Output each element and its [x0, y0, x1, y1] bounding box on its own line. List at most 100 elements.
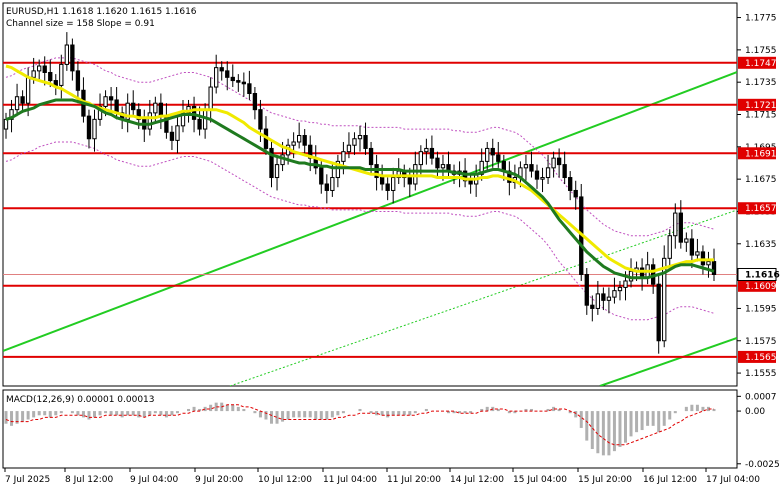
time-tick-label: 10 Jul 12:00 [258, 475, 312, 485]
candle-body [97, 105, 103, 120]
ma-green-line [5, 98, 715, 280]
time-tick-label: 11 Jul 04:00 [323, 475, 377, 485]
candle-body [14, 96, 20, 111]
level-tag-label-4: 1.1609 [745, 282, 777, 292]
candle-body [258, 109, 263, 130]
macd-tick-label: -0.0025 [745, 460, 780, 470]
candle-body [191, 105, 197, 120]
level-tag-label-3: 1.1657 [745, 204, 777, 214]
level-tag-5 [738, 350, 776, 363]
candle-body [673, 212, 678, 237]
candle-body [131, 102, 136, 111]
candle-body [70, 44, 75, 72]
candle-body [291, 141, 296, 146]
time-tick-label: 9 Jul 20:00 [195, 475, 244, 485]
time-tick-label: 17 Jul 04:00 [706, 475, 760, 485]
candle-body [20, 96, 25, 104]
price-tick-label: 1.1735 [745, 78, 777, 88]
current-price-tag [737, 267, 777, 281]
candle-body [363, 135, 368, 149]
candle-body [269, 147, 274, 179]
candle-body [612, 290, 617, 298]
price-tick-label: 1.1555 [745, 369, 777, 379]
chart-header-channel: Channel size = 158 Slope = 0.91 [6, 19, 155, 29]
candle-body [42, 65, 47, 73]
candle-body [418, 151, 424, 166]
price-tick-label: 1.1775 [745, 14, 777, 24]
time-tick-label: 8 Jul 12:00 [65, 475, 114, 485]
candle-body [219, 67, 224, 72]
macd-signal-line [5, 404, 714, 446]
candle-body [479, 160, 484, 175]
candle-body [551, 157, 556, 169]
candle-body [391, 177, 396, 191]
main-pane-frame [2, 2, 738, 387]
candle-body [667, 235, 672, 259]
macd-tick-label: 0.0007 [745, 392, 777, 402]
candle-body [584, 273, 589, 306]
candle-body [374, 164, 379, 179]
candle-body [37, 65, 42, 72]
macd-pane [4, 402, 716, 456]
candle-body [3, 118, 9, 130]
time-tick-label: 11 Jul 20:00 [387, 475, 441, 485]
candle-body [108, 96, 114, 101]
candle-body [208, 86, 213, 111]
candle-body [86, 115, 92, 140]
candle-body [407, 177, 412, 185]
candle-body [236, 80, 241, 83]
candle-body [385, 183, 390, 191]
time-tick-label: 7 Jul 2025 [5, 475, 50, 485]
candle-body [368, 147, 374, 166]
candle-body [247, 83, 252, 94]
candle-body [324, 183, 329, 191]
time-tick-label: 15 Jul 04:00 [513, 475, 567, 485]
time-tick-label: 9 Jul 04:00 [130, 475, 179, 485]
price-tick-label: 1.1755 [745, 46, 777, 56]
time-tick-label: 15 Jul 20:00 [578, 475, 632, 485]
level-tag-0 [738, 56, 776, 69]
candle-body [252, 92, 258, 111]
candle-body [125, 102, 130, 120]
candle-body [462, 170, 468, 182]
candle-body [534, 170, 540, 180]
price-tick-label: 1.1715 [745, 111, 777, 121]
macd-tick-label: 0.00 [745, 407, 765, 417]
candle-body [424, 147, 429, 153]
candle-body [396, 170, 401, 179]
band-upper-line [5, 57, 715, 237]
candle-body [352, 138, 357, 146]
candle-body [296, 135, 302, 143]
candle-body [523, 164, 529, 169]
candle-body [601, 293, 606, 301]
candle-body [556, 157, 562, 166]
candle-body [429, 147, 435, 159]
candle-body [341, 151, 346, 162]
price-tick-label: 1.1595 [745, 304, 777, 314]
candle-body [413, 164, 418, 185]
level-tag-3 [738, 202, 776, 215]
chart-header-symbol: EURUSD,H1 1.1618 1.1620 1.1615 1.1616 [6, 7, 197, 17]
candle-body [379, 177, 385, 185]
price-tick-label: 1.1675 [745, 175, 777, 185]
candle-body [711, 261, 717, 275]
candle-body [662, 257, 667, 342]
level-tags: 1.1747 1.1721 1.1691 1.1657 1.1609 1.1565 1.16… [737, 56, 780, 363]
candle-body [485, 147, 490, 162]
candle-body [706, 261, 711, 266]
candle-body [319, 167, 324, 185]
level-tag-label-0: 1.1747 [745, 59, 777, 69]
price-pane [3, 32, 737, 386]
level-tag-4 [738, 279, 776, 292]
candle-body [136, 109, 141, 120]
macd-axis: 0.0007 0.00 -0.0025 [737, 392, 780, 470]
candle-body [169, 131, 175, 141]
candle-body [241, 81, 247, 85]
level-tag-2 [738, 147, 776, 160]
candle-body [64, 44, 70, 65]
candle-body [225, 70, 230, 78]
time-axis: 7 Jul 2025 8 Jul 12:00 9 Jul 04:00 9 Jul 20… [4, 468, 760, 485]
candle-body [214, 67, 219, 88]
level-tag-label-1: 1.1721 [745, 101, 777, 111]
candle-body [617, 286, 623, 292]
